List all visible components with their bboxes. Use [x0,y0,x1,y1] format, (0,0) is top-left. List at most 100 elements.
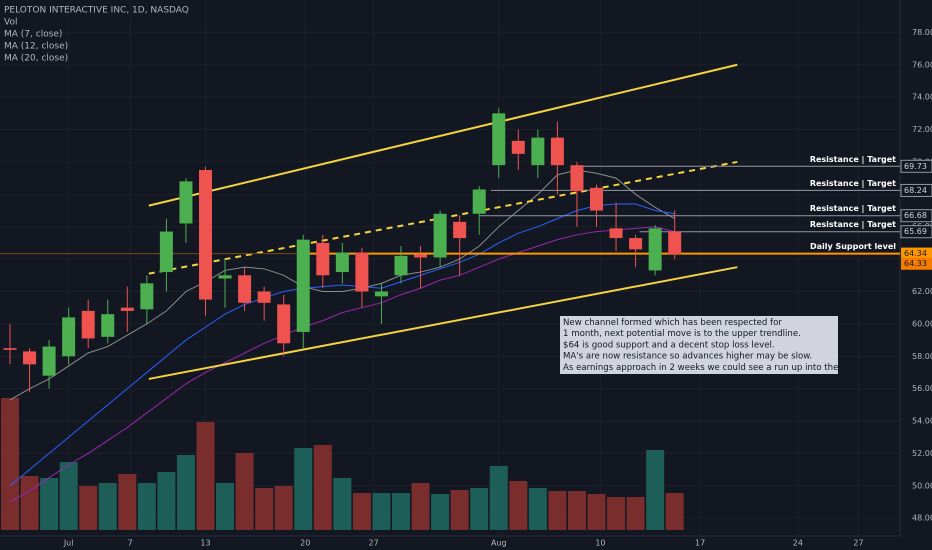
x-tick-label: Jul [63,539,74,548]
candle-body [140,283,154,310]
volume-bar [411,483,430,530]
candle-body [62,317,76,357]
volume-bar [646,450,665,530]
y-tick-label: 62.00 [912,287,932,296]
candle-body [511,140,525,154]
volume-bar [40,478,59,530]
x-tick-label: Aug [491,539,507,548]
candle-body [394,255,408,276]
candle-body [159,231,173,273]
candle-body [81,310,95,339]
price-tag [900,183,932,197]
legend-volume: Vol [4,18,17,28]
volume-bar [1,398,19,530]
legend-ma: MA (20, close) [4,54,68,64]
annotation-line: $64 is good support and a decent stop lo… [563,340,775,350]
level-label: Resistance | Target [810,204,896,213]
annotation-line: 1 month, next potential move is to the u… [563,329,801,339]
candle-body [23,351,37,365]
volume-bar [528,488,547,530]
price-tag [900,159,932,173]
legend-ma: MA (12, close) [4,42,68,52]
y-tick-label: 56.00 [912,384,932,393]
volume-bar [607,497,626,530]
y-tick-label: 52.00 [912,449,932,458]
volume-bar [489,466,508,530]
volume-bar [509,481,528,530]
volume-bar [235,453,254,530]
volume-bar [470,488,489,530]
volume-bar [372,493,391,530]
x-tick-label: 27 [853,539,863,548]
candle-body [42,346,56,376]
volume-bar [567,491,586,530]
y-tick-label: 50.00 [912,481,932,490]
y-tick-label: 60.00 [912,319,932,328]
candle-body [472,189,486,214]
candle-body [492,113,506,166]
volume-bar [118,474,137,530]
trendline [148,266,738,380]
volume-bar [352,493,371,530]
volume-bar [216,483,235,530]
candle-body [296,239,310,332]
last-price-label: 64.33 [904,259,927,268]
candle-body [629,238,643,250]
candle-body [668,231,682,255]
moving-average [9,169,675,401]
y-tick-label: 54.00 [912,417,932,426]
candle-body [257,291,271,303]
candle-body [316,242,330,276]
annotation-line: As earnings approach in 2 weeks we could… [563,363,868,373]
y-tick-label: 78.00 [912,28,932,37]
price-tag-label: 65.69 [904,227,927,236]
candle-body [3,348,17,350]
candle-body [590,187,603,211]
volume-bar [157,472,176,530]
volume-bar [255,488,274,530]
volume-bar [20,476,39,530]
x-tick-label: 10 [595,539,605,548]
candle-body [199,170,212,300]
volume-bar [333,478,352,530]
overlay: Resistance | Target 69.73 Resistance | Tar… [560,155,932,374]
candle-body [609,228,623,239]
price-tag-label: 66.68 [904,211,927,220]
trendline [148,63,738,207]
x-tick-label: 13 [200,539,210,548]
annotation-line: New channel formed which has been respec… [563,318,782,328]
candle-body [531,137,545,166]
x-tick-label: 20 [300,539,310,548]
y-tick-label: 48.00 [912,514,932,523]
volume-bar [59,462,78,530]
price-tag-label: 64.34 [904,249,927,258]
volume-bar [294,448,313,530]
candle-body [335,252,349,273]
y-tick-label: 58.00 [912,352,932,361]
candle-body [218,275,232,279]
level-label: Resistance | Target [810,179,896,188]
x-tick-label: 17 [695,539,705,548]
volume-bar [431,494,450,530]
volume-bar [548,491,567,530]
candle-body [238,275,252,303]
volume-bar [79,486,98,530]
annotation-box [560,316,838,374]
volume-bar [274,486,293,530]
level-label: Resistance | Target [810,155,896,164]
volume-bar [98,483,117,530]
level-label: Resistance | Target [810,220,896,229]
candle-body [570,165,584,192]
plot [0,63,900,530]
y-tick-label: 76.00 [912,60,932,69]
annotation-line: MA's are now resistance so advances high… [563,352,812,362]
volume-bar [392,493,410,530]
candle-body [120,307,134,311]
volume-bar [176,455,195,530]
x-tick-label: 27 [369,539,379,548]
price-tag [900,225,932,239]
price-tag-label: 69.73 [904,162,927,171]
candle-body [550,137,564,166]
